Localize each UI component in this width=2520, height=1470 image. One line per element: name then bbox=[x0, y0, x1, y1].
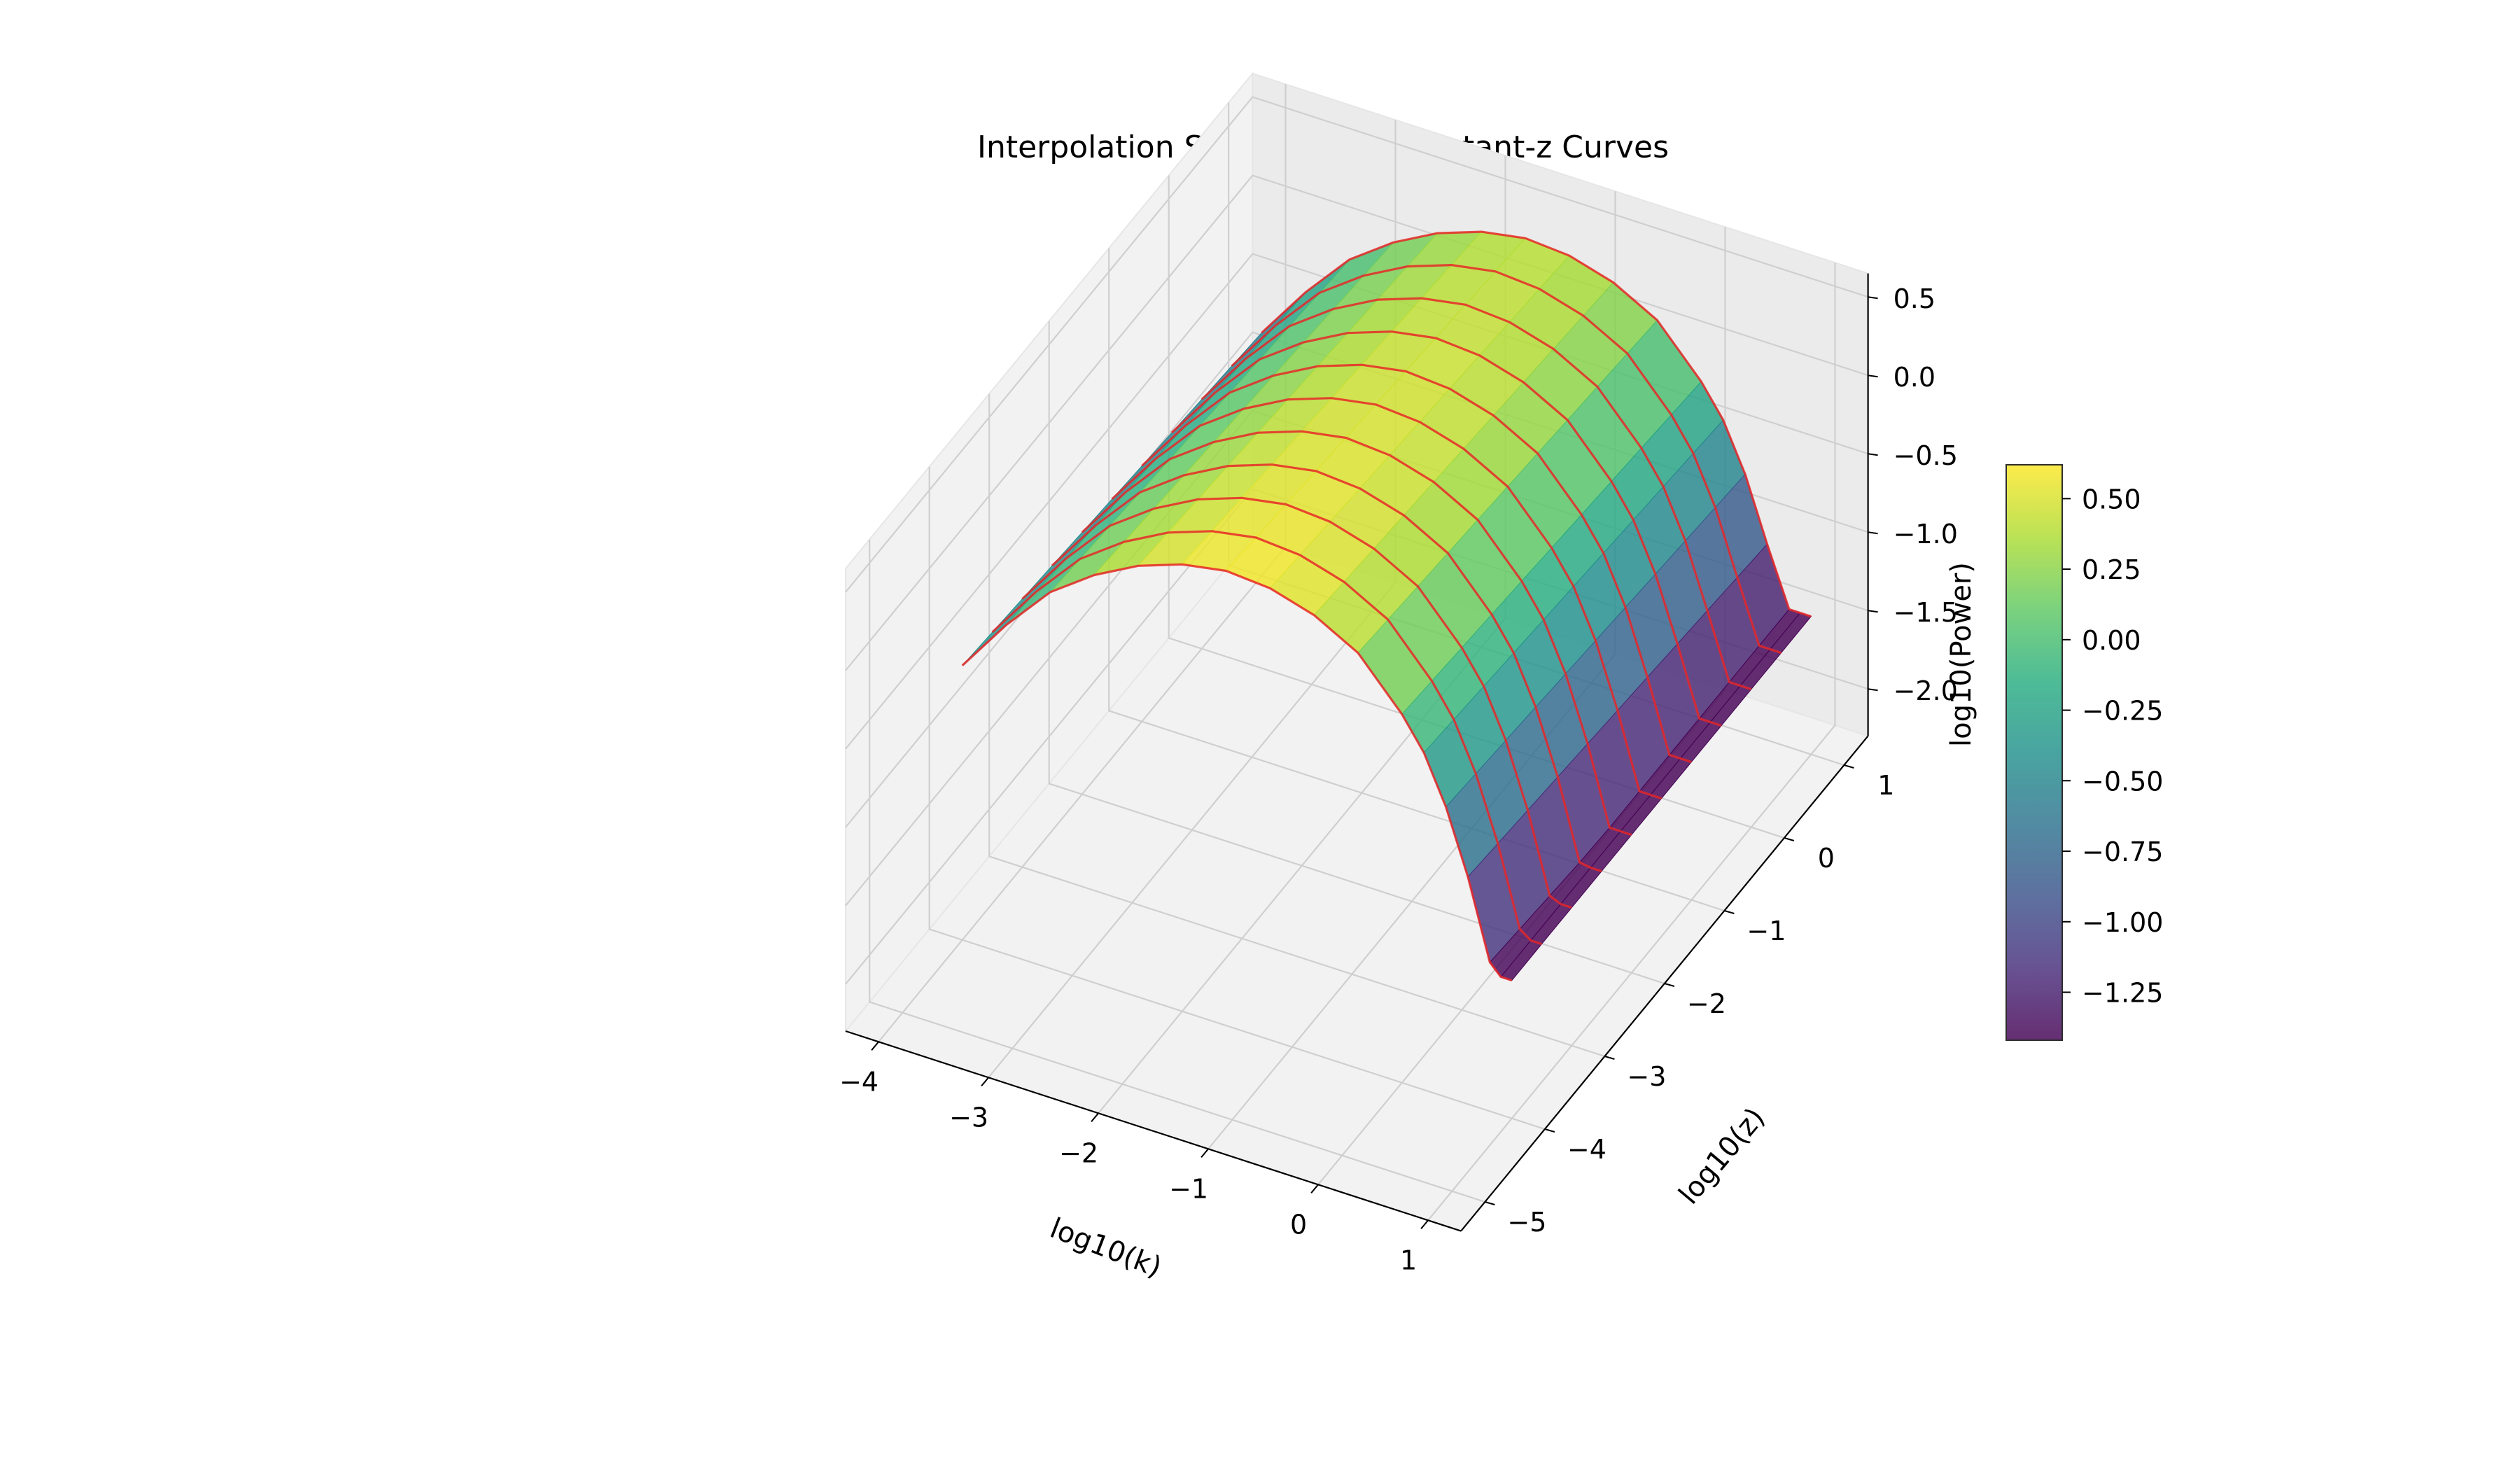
constant-z-curves bbox=[961, 230, 1812, 982]
z-tick-mark bbox=[1868, 531, 1878, 535]
gridline-z bbox=[845, 174, 1868, 671]
y-tick-mark bbox=[1604, 1056, 1615, 1060]
constant-z-curve bbox=[1170, 330, 1722, 727]
z-tick-label: −2.0 bbox=[1893, 676, 1958, 706]
y-tick-mark bbox=[1664, 983, 1675, 987]
z-tick-mark bbox=[1868, 453, 1878, 456]
constant-z-curve bbox=[991, 530, 1542, 946]
z-axis-label: log10(Power) bbox=[1945, 562, 1977, 747]
z-tick-mark bbox=[1868, 296, 1878, 300]
constant-z-curve bbox=[1261, 230, 1812, 618]
constant-z-curve bbox=[1200, 297, 1752, 691]
colorbar-tick-label: −1.00 bbox=[2082, 907, 2163, 938]
colorbar-tick-label: −1.25 bbox=[2082, 978, 2163, 1009]
y-tick-label: −2 bbox=[1687, 988, 1726, 1019]
gridline-y bbox=[928, 466, 1546, 1130]
y-tick-label: −4 bbox=[1567, 1134, 1606, 1165]
colorbar: −1.25 −1.00 −0.75 −0.50 −0.25 0.00 0.25 0.50 bbox=[2005, 464, 2163, 1041]
x-axis-label: log10(k) bbox=[1046, 1212, 1166, 1284]
x-tick-label: −2 bbox=[1059, 1138, 1098, 1168]
y-tick-label: −3 bbox=[1627, 1061, 1666, 1092]
z-tick-mark bbox=[1868, 688, 1878, 692]
colorbar-tick-label: 0.00 bbox=[2082, 625, 2141, 656]
colorbar-tick-label: 0.50 bbox=[2082, 484, 2141, 514]
z-tick-label: 0.0 bbox=[1893, 362, 1935, 393]
x-tick-mark bbox=[1091, 1112, 1099, 1122]
constant-z-curve bbox=[1141, 363, 1692, 764]
y-tick-mark bbox=[1844, 764, 1854, 769]
x-tick-mark bbox=[1200, 1148, 1209, 1158]
colorbar-tick-label: −0.25 bbox=[2082, 696, 2163, 727]
x-tick-label: −3 bbox=[949, 1102, 988, 1133]
z-tick-label: 0.5 bbox=[1893, 284, 1935, 314]
y-tick-label: −1 bbox=[1746, 916, 1786, 946]
constant-z-curve bbox=[1051, 463, 1602, 873]
x-tick-mark bbox=[871, 1041, 879, 1051]
gridline-x bbox=[1427, 262, 1836, 1221]
gridline-z bbox=[845, 96, 1868, 593]
colorbar-ticks: −1.25 −1.00 −0.75 −0.50 −0.25 0.00 0.25 0.50 bbox=[2062, 484, 2163, 1009]
x-tick-label: −1 bbox=[1169, 1173, 1208, 1204]
constant-z-curve bbox=[1021, 496, 1572, 909]
y-tick-mark bbox=[1485, 1201, 1495, 1205]
constant-z-curve bbox=[1111, 397, 1662, 800]
constant-z-curve bbox=[1081, 430, 1632, 836]
z-tick-mark bbox=[1868, 374, 1878, 378]
x-tick-mark bbox=[1420, 1219, 1429, 1229]
z-tick-label: −1.0 bbox=[1893, 519, 1958, 550]
gridline-y bbox=[1048, 321, 1665, 985]
y-tick-mark bbox=[1784, 837, 1795, 841]
x-tick-label: −4 bbox=[839, 1066, 878, 1097]
colorbar-tick-label: −0.50 bbox=[2082, 766, 2163, 797]
z-tick-label: −0.5 bbox=[1893, 440, 1958, 471]
colorbar-tick-label: −0.75 bbox=[2082, 836, 2163, 867]
colorbar-body bbox=[2005, 464, 2063, 1041]
y-tick-mark bbox=[1544, 1128, 1555, 1133]
constant-z-curve bbox=[1231, 264, 1782, 654]
y-axis-label: log10(z) bbox=[1673, 1102, 1772, 1210]
colorbar-tick-label: 0.25 bbox=[2082, 554, 2141, 585]
x-tick-mark bbox=[1310, 1184, 1319, 1194]
x-tick-label: 1 bbox=[1400, 1245, 1417, 1275]
gridline-y bbox=[988, 393, 1605, 1058]
y-tick-label: 1 bbox=[1877, 770, 1894, 801]
z-tick-mark bbox=[1868, 610, 1878, 613]
x-tick-label: 0 bbox=[1290, 1209, 1307, 1240]
y-tick-label: 0 bbox=[1818, 843, 1835, 874]
axis-ticks: −4 −3 −2 −1 0 1 −5 −4 −3 −2 −1 0 1 −2.0 −1.5 −1.0 −0.5 0.… bbox=[839, 284, 1958, 1275]
x-tick-mark bbox=[981, 1077, 989, 1086]
z-tick-label: −1.5 bbox=[1893, 597, 1958, 628]
y-tick-label: −5 bbox=[1507, 1207, 1546, 1238]
gridline-y bbox=[869, 539, 1485, 1203]
y-tick-mark bbox=[1724, 910, 1735, 914]
x-axis-line bbox=[845, 1030, 1462, 1232]
constant-z-curve bbox=[961, 563, 1513, 982]
